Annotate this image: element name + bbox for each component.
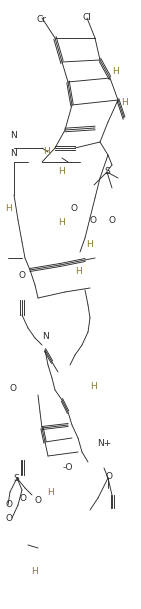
Text: H: H bbox=[86, 241, 93, 249]
Text: O: O bbox=[90, 216, 97, 225]
Text: O: O bbox=[18, 271, 25, 280]
Text: O: O bbox=[109, 216, 116, 225]
Text: N+: N+ bbox=[97, 439, 111, 448]
Text: S: S bbox=[105, 167, 110, 176]
Text: O: O bbox=[70, 204, 78, 213]
Text: H: H bbox=[5, 204, 12, 213]
Text: N: N bbox=[10, 149, 17, 158]
Text: H: H bbox=[58, 167, 65, 176]
Text: Cl: Cl bbox=[83, 13, 92, 21]
Text: H: H bbox=[58, 218, 65, 227]
Text: O: O bbox=[34, 496, 41, 505]
Text: N: N bbox=[42, 332, 49, 340]
Text: Cr: Cr bbox=[37, 15, 47, 24]
Text: H: H bbox=[90, 382, 97, 391]
Text: H: H bbox=[112, 68, 119, 76]
Text: O: O bbox=[6, 515, 13, 523]
Text: O: O bbox=[6, 500, 13, 509]
Text: N: N bbox=[10, 131, 17, 139]
Text: H: H bbox=[31, 567, 38, 576]
Text: S: S bbox=[14, 474, 19, 482]
Text: H: H bbox=[121, 98, 127, 107]
Text: H: H bbox=[43, 147, 50, 155]
Text: -O: -O bbox=[62, 463, 73, 472]
Text: O: O bbox=[10, 384, 17, 393]
Text: H: H bbox=[75, 267, 82, 275]
Text: H: H bbox=[47, 488, 54, 496]
Text: O: O bbox=[20, 494, 27, 502]
Text: O: O bbox=[106, 472, 113, 481]
